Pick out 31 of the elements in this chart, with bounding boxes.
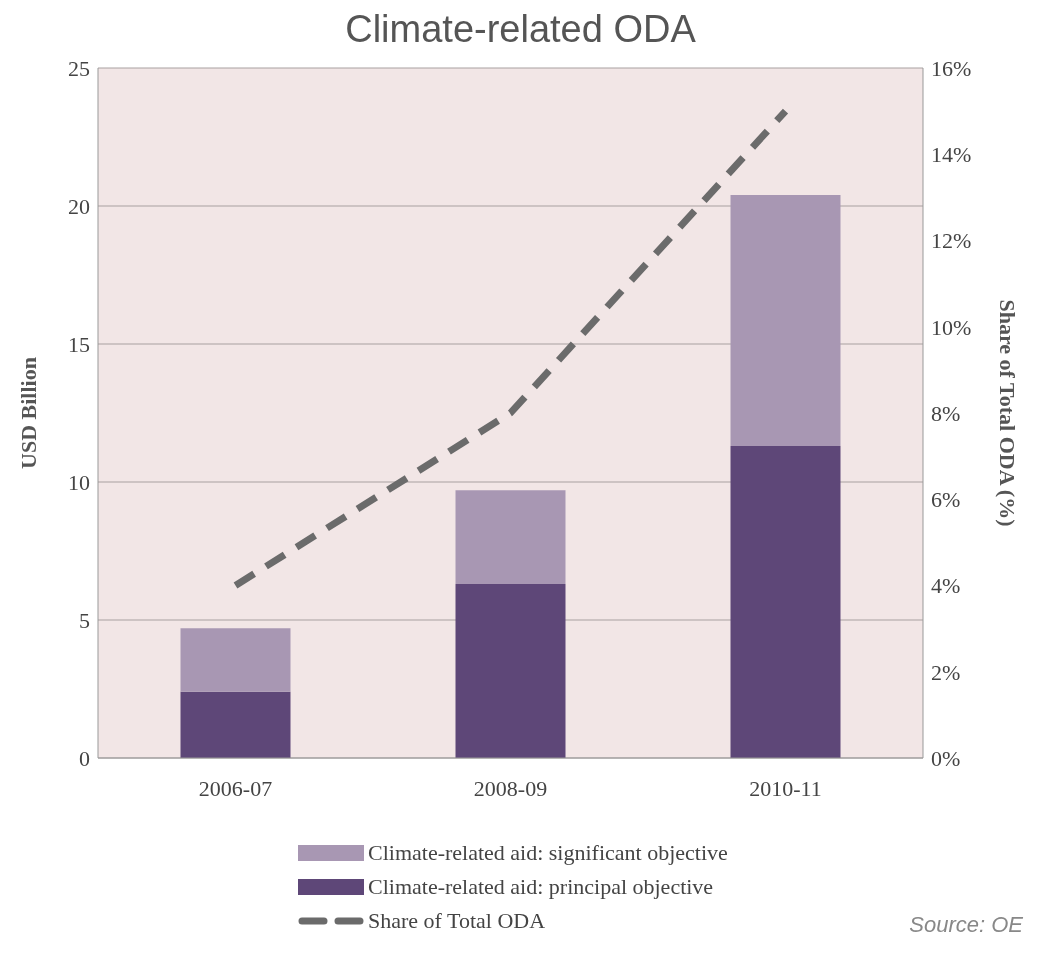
y-tick-label: 5 bbox=[79, 607, 90, 633]
x-tick-label: 2010-11 bbox=[749, 775, 822, 801]
chart-title: Climate-related ODA bbox=[345, 8, 696, 50]
y2-tick-label: 8% bbox=[931, 400, 961, 426]
x-tick-label: 2006-07 bbox=[198, 775, 273, 801]
y2-tick-label: 10% bbox=[931, 314, 972, 340]
y-tick-label: 25 bbox=[68, 55, 90, 81]
bar bbox=[730, 194, 841, 447]
legend-label: Share of Total ODA bbox=[368, 908, 546, 934]
legend-label: Climate-related aid: significant objective bbox=[368, 840, 728, 866]
y2-tick-label: 2% bbox=[931, 659, 961, 685]
bar bbox=[455, 490, 566, 585]
y2-tick-label: 6% bbox=[931, 487, 961, 513]
y2-tick-label: 14% bbox=[931, 142, 972, 168]
y-tick-label: 15 bbox=[68, 331, 90, 357]
y2-tick-label: 0% bbox=[931, 745, 961, 771]
y-tick-label: 10 bbox=[68, 469, 90, 495]
y-tick-label: 20 bbox=[68, 193, 90, 219]
bar bbox=[180, 691, 291, 758]
y-tick-label: 0 bbox=[79, 745, 90, 771]
source-note: Source: OE bbox=[909, 912, 1023, 938]
y2-tick-label: 16% bbox=[931, 55, 972, 81]
y2-axis-title: Share of Total ODA (%) bbox=[995, 299, 1021, 527]
legend-label: Climate-related aid: principal objective bbox=[368, 874, 714, 900]
y2-tick-label: 4% bbox=[931, 573, 961, 599]
bar bbox=[455, 584, 566, 758]
y2-tick-label: 12% bbox=[931, 228, 972, 254]
x-tick-label: 2008-09 bbox=[473, 775, 548, 801]
bar bbox=[180, 628, 291, 692]
bar bbox=[730, 446, 841, 758]
y-axis-title: USD Billion bbox=[15, 357, 41, 469]
